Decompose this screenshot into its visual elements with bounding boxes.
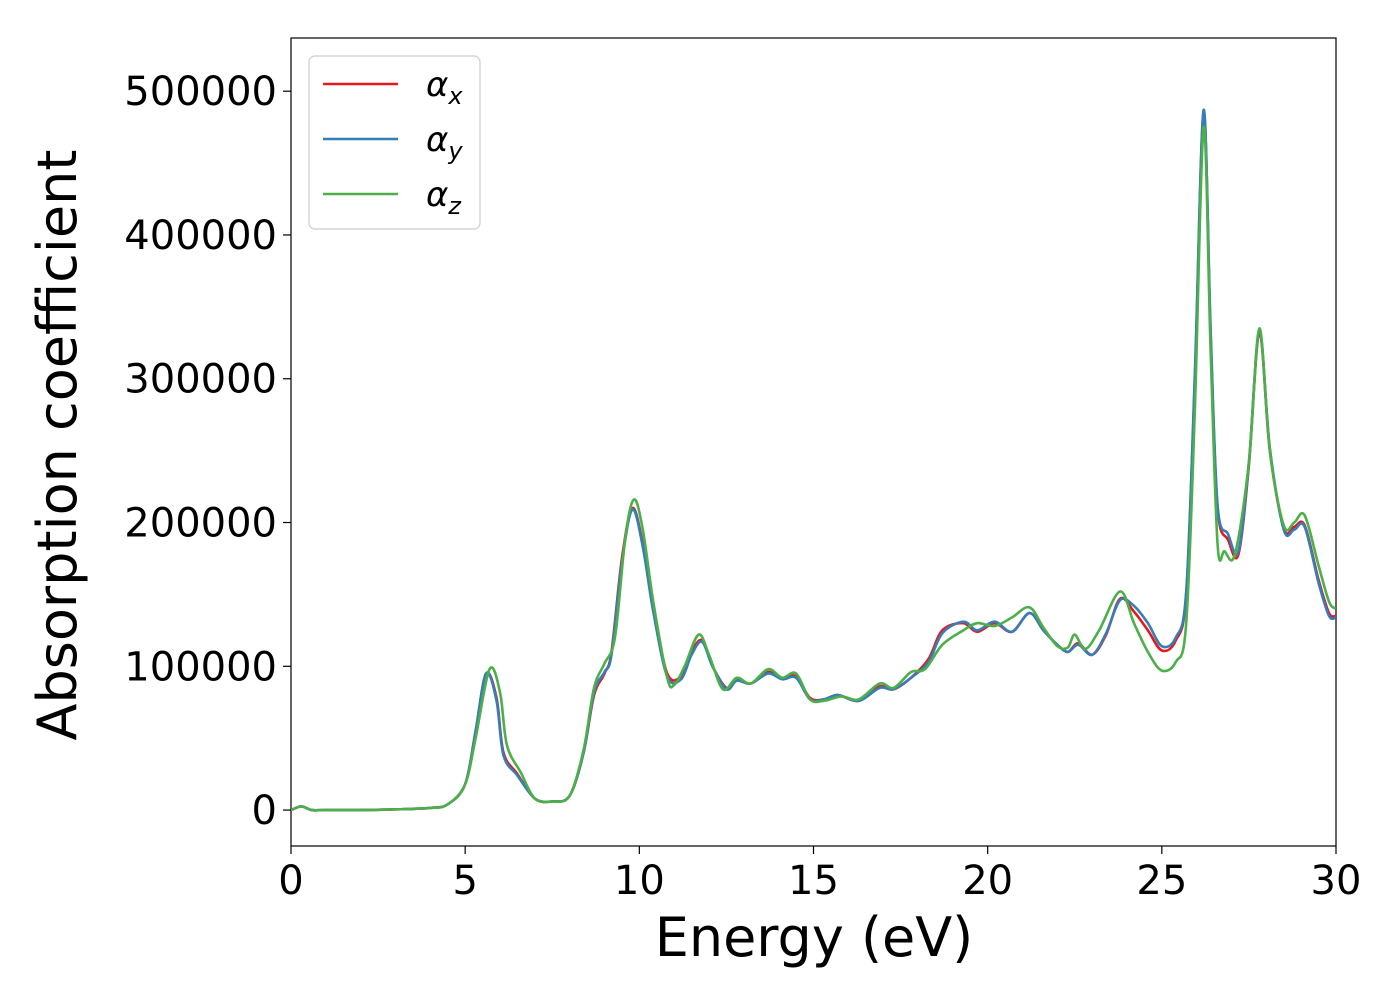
- legend-box: [308, 55, 481, 230]
- legend-label-z: αz: [426, 175, 462, 220]
- x-tick-label: 15: [788, 858, 839, 904]
- y-tick-label: 400000: [124, 213, 277, 259]
- x-tick-label: 0: [278, 858, 303, 904]
- legend-label-y: αy: [426, 120, 463, 165]
- legend: αx αy αz: [308, 55, 481, 230]
- y-axis-title: Absorption coefficient: [26, 150, 89, 741]
- series-line-z: [291, 125, 1336, 812]
- y-tick-label: 100000: [124, 644, 277, 690]
- x-tick-label: 20: [962, 858, 1013, 904]
- x-tick-label: 10: [614, 858, 665, 904]
- y-tick-label: 200000: [124, 501, 277, 547]
- y-tick-label: 300000: [124, 357, 277, 403]
- x-tick-label: 5: [452, 858, 477, 904]
- x-tick-label: 30: [1311, 858, 1362, 904]
- x-axis-title: Energy (eV): [655, 906, 974, 969]
- y-tick-label: 0: [252, 788, 277, 834]
- legend-label-x: αx: [426, 65, 463, 110]
- y-tick-label: 500000: [124, 69, 277, 115]
- x-tick-label: 25: [1136, 858, 1187, 904]
